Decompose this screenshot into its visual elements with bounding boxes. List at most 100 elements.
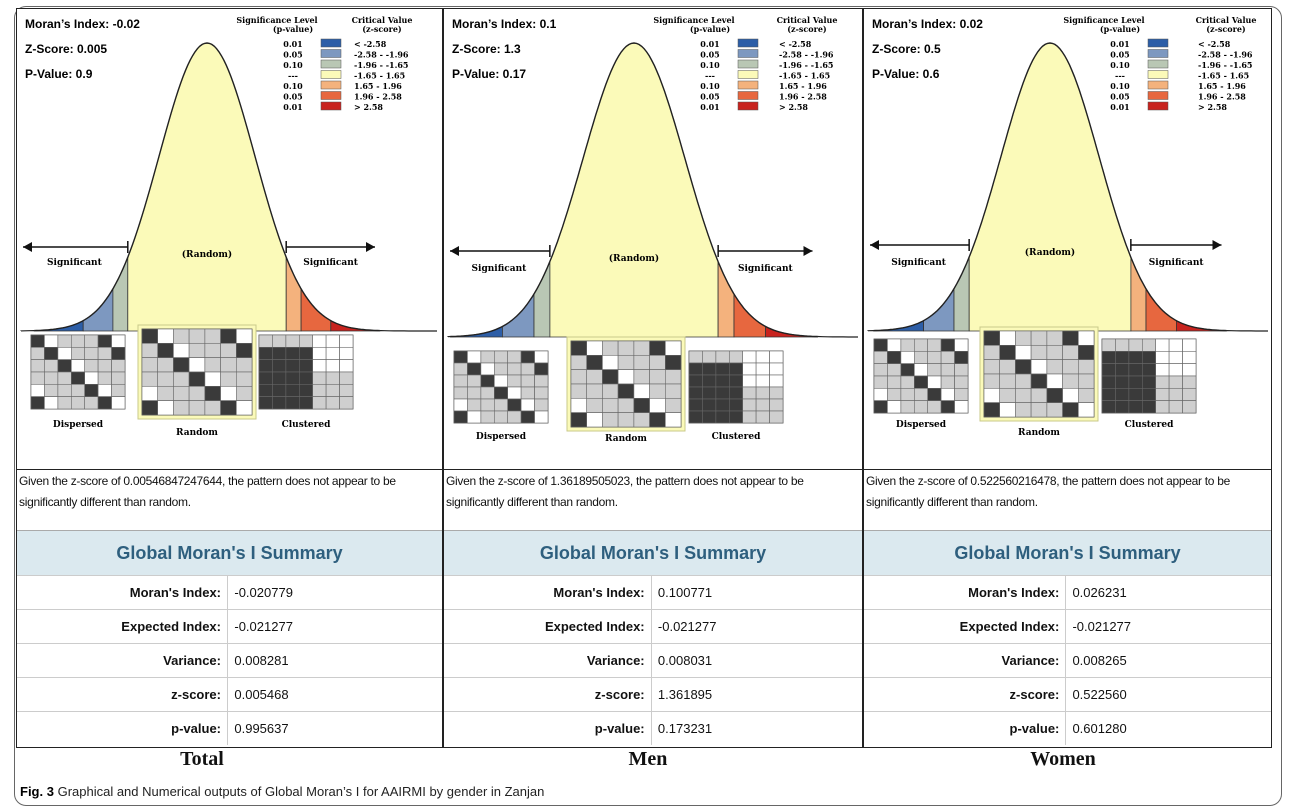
map-cell <box>999 373 1016 389</box>
legend-swatch <box>320 101 342 111</box>
curve-region <box>1176 320 1227 332</box>
map-cell <box>755 410 770 424</box>
map-cell <box>493 410 508 424</box>
map-cell <box>1168 363 1183 377</box>
map-cell <box>1115 350 1130 364</box>
map-cell <box>204 385 221 401</box>
legend-p-value: 0.10 <box>700 81 720 91</box>
map-cell <box>30 383 45 397</box>
map-cell <box>927 375 942 389</box>
map-cell <box>913 400 928 414</box>
map-cell <box>913 375 928 389</box>
map-cell <box>913 363 928 377</box>
map-cell <box>983 344 1000 360</box>
legend-swatch <box>737 101 759 111</box>
map-cell <box>298 383 313 397</box>
map-cell <box>236 371 253 387</box>
arrow-left-head <box>23 242 32 252</box>
map-cell <box>520 386 535 400</box>
summary-value: -0.021277 <box>1065 610 1131 643</box>
map-cell <box>272 383 287 397</box>
arrow-left-head <box>450 246 459 256</box>
legend-z-range: > 2.58 <box>779 102 808 112</box>
map-cell <box>755 374 770 388</box>
legend-swatch <box>737 59 759 69</box>
map-cell <box>602 340 619 356</box>
significant-right-label: Significant <box>1149 258 1205 268</box>
map-cell <box>272 346 287 360</box>
map-cell <box>325 396 340 410</box>
summary-label: Expected Index: <box>959 619 1060 634</box>
map-cell <box>728 350 743 364</box>
map-cell <box>84 371 99 385</box>
legend-swatch <box>1147 80 1169 90</box>
map-cell <box>1141 363 1156 377</box>
map-cell <box>1030 330 1048 346</box>
map-cell <box>1062 387 1079 403</box>
map-cell <box>633 397 650 413</box>
map-cell <box>30 396 45 410</box>
map-cell <box>742 398 757 412</box>
summary-value: 0.008031 <box>650 644 712 677</box>
map-cell <box>285 346 300 360</box>
legend-crit-header: Critical Value <box>352 15 413 25</box>
morans-index-stat: Moran’s Index: -0.02 <box>25 17 140 31</box>
map-cell <box>1155 387 1170 401</box>
panel-total: Significant Significant (Random) Moran’s In… <box>16 8 443 748</box>
map-cell <box>769 362 784 376</box>
legend-crit-subheader: (z-score) <box>362 24 402 34</box>
panel-men: Significant Significant (Random) Moran’s In… <box>443 8 863 748</box>
map-cell <box>715 374 730 388</box>
summary-row-morans-index: Moran's Index: 0.100771 <box>444 575 862 609</box>
map-cell <box>97 359 112 373</box>
map-cell <box>900 338 915 352</box>
legend-p-value: 0.05 <box>283 92 302 102</box>
map-cell <box>570 354 587 370</box>
legend-swatch <box>320 70 342 79</box>
map-cell <box>507 398 522 412</box>
map-cell <box>742 350 757 364</box>
summary-row-expected-index: Expected Index: -0.021277 <box>864 609 1271 643</box>
map-cell <box>1182 350 1197 364</box>
legend-p-value: --- <box>705 71 715 81</box>
clustered-map: Clustered <box>1101 338 1197 430</box>
map-cell <box>887 350 902 364</box>
map-cell <box>665 340 682 356</box>
map-cell <box>742 386 757 400</box>
map-cell <box>220 357 237 373</box>
curve-outline <box>34 42 380 332</box>
clustered-map: Clustered <box>688 350 784 442</box>
map-cell <box>220 400 237 416</box>
p-value-stat: P-Value: 0.6 <box>872 67 940 81</box>
map-cell <box>157 357 174 373</box>
legend-p-value: 0.10 <box>700 60 720 70</box>
map-cell <box>534 374 549 388</box>
map-cell <box>913 387 928 401</box>
map-cell <box>1141 400 1156 414</box>
legend-sig-subheader: (p-value) <box>690 24 730 34</box>
map-cell <box>339 396 354 410</box>
curve-region <box>549 42 719 338</box>
map-cell <box>285 396 300 410</box>
map-cell <box>480 386 495 400</box>
legend-swatch <box>1147 38 1169 48</box>
map-cell <box>312 383 327 397</box>
map-cell <box>1141 375 1156 389</box>
map-cell <box>312 359 327 373</box>
map-cell <box>188 342 206 358</box>
map-cell <box>236 385 253 401</box>
map-cell <box>57 359 72 373</box>
map-cell <box>755 386 770 400</box>
map-cell <box>728 386 743 400</box>
legend-p-value: --- <box>288 71 298 81</box>
legend-sig-header: Significance Level <box>1063 15 1144 25</box>
map-cell <box>586 340 603 356</box>
summary-label: Expected Index: <box>121 619 221 634</box>
map-cell <box>1155 363 1170 377</box>
map-cell <box>312 346 327 360</box>
map-cell <box>1030 373 1048 389</box>
summary-row-z-score: z-score: 1.361895 <box>444 677 862 711</box>
map-cell <box>1101 363 1116 377</box>
map-cell <box>84 396 99 410</box>
summary-row-morans-index: Moran's Index: 0.026231 <box>864 575 1271 609</box>
